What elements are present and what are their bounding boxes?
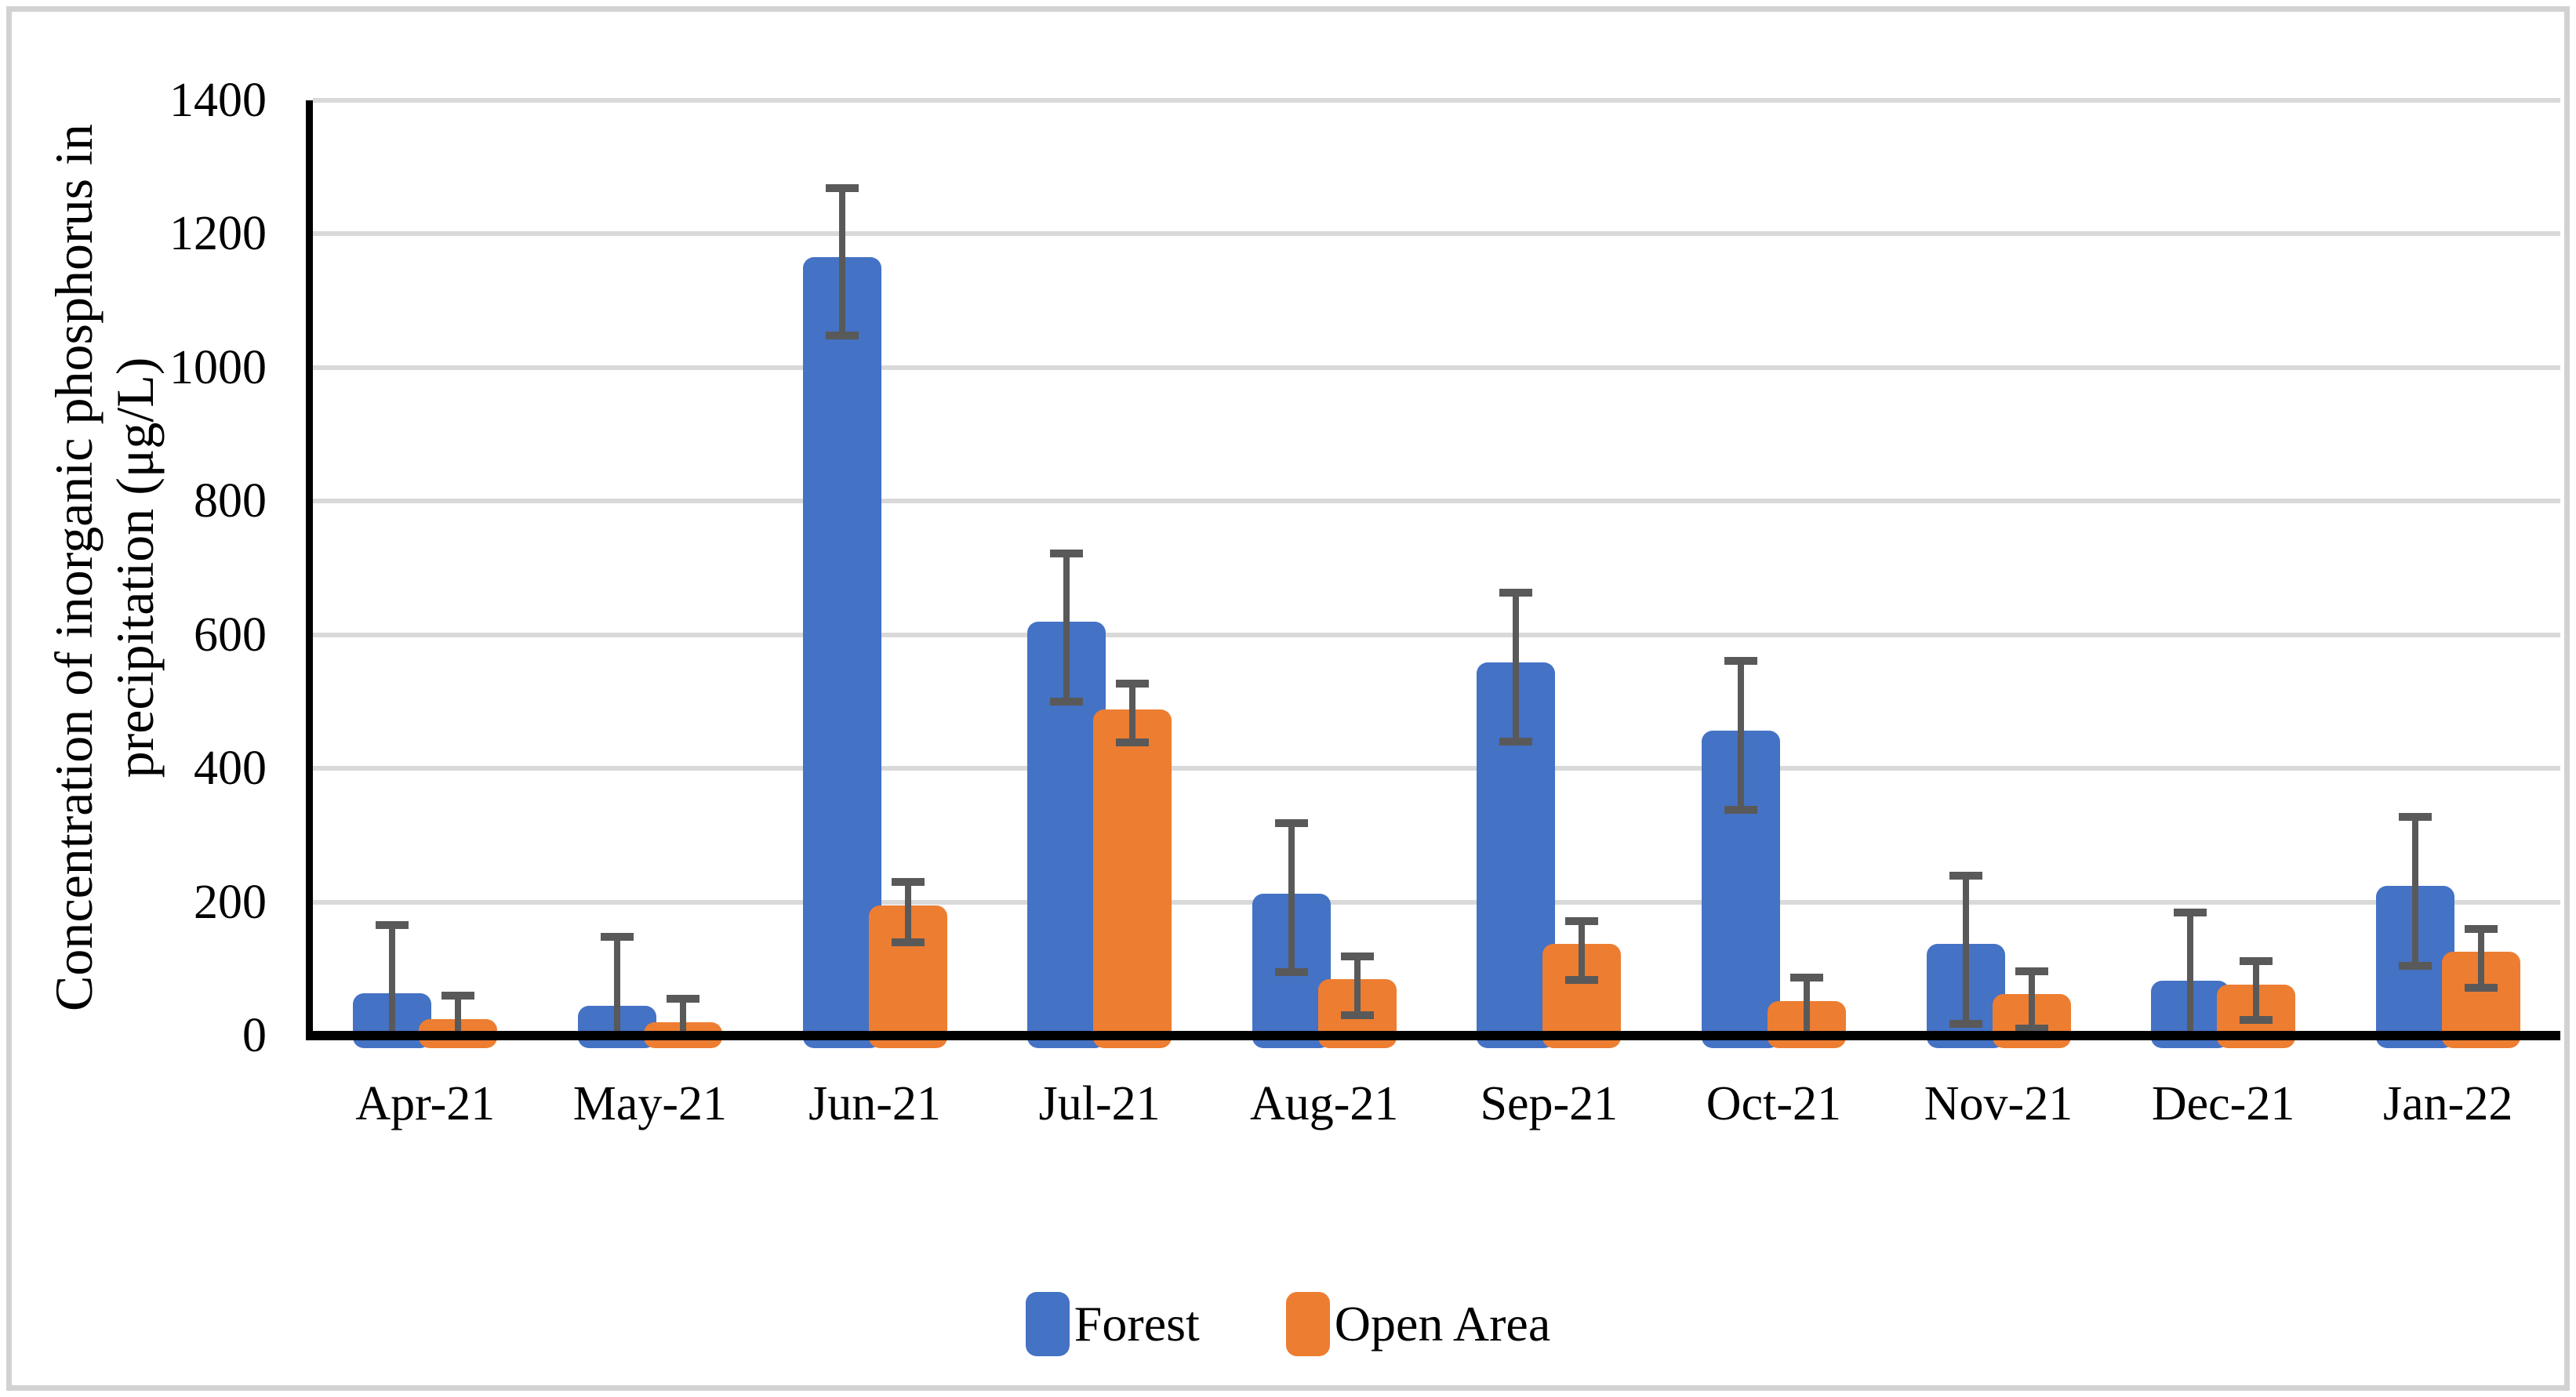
error-bar-open-area-dec-21-cap-bottom bbox=[2240, 1015, 2273, 1024]
error-bar-forest-jul-21 bbox=[1063, 553, 1070, 702]
x-axis-label-jun-21: Jun-21 bbox=[808, 1077, 941, 1130]
error-bar-forest-aug-21-cap-bottom bbox=[1274, 968, 1308, 977]
error-bar-forest-may-21-cap-top bbox=[600, 932, 634, 941]
error-bar-open-area-sep-21-cap-top bbox=[1565, 917, 1599, 926]
error-bar-open-area-may-21 bbox=[679, 999, 686, 1036]
error-bar-forest-dec-21-cap-top bbox=[2174, 909, 2207, 917]
open-area-legend-swatch bbox=[1285, 1292, 1330, 1356]
error-bar-forest-jan-22-cap-top bbox=[2398, 812, 2432, 821]
error-bar-open-area-oct-21 bbox=[1803, 977, 1810, 1036]
gridline-1400 bbox=[313, 98, 2560, 103]
error-bar-open-area-nov-21-cap-bottom bbox=[2015, 1025, 2048, 1033]
error-bar-open-area-nov-21-cap-top bbox=[2015, 967, 2048, 976]
y-axis-tick-labels: 0 200 400 600 800 1000 1200 1400 bbox=[0, 74, 267, 1062]
error-bar-open-area-dec-21-cap-top bbox=[2240, 957, 2273, 966]
bar-forest-jun-21 bbox=[802, 257, 881, 1048]
error-bar-forest-oct-21-cap-bottom bbox=[1724, 805, 1757, 814]
error-bar-open-area-aug-21-cap-bottom bbox=[1340, 1011, 1374, 1020]
forest-legend-label: Forest bbox=[1074, 1296, 1200, 1352]
legend-item-forest: Forest bbox=[1025, 1292, 1200, 1356]
error-bar-open-area-jan-22 bbox=[2477, 928, 2484, 988]
error-bar-forest-may-21 bbox=[613, 936, 620, 1036]
gridline-200 bbox=[313, 899, 2560, 905]
forest-legend-swatch bbox=[1025, 1292, 1070, 1356]
x-axis-label-sep-21: Sep-21 bbox=[1480, 1077, 1619, 1130]
error-bar-forest-sep-21-cap-top bbox=[1499, 589, 1533, 597]
gridline-600 bbox=[313, 632, 2560, 637]
x-axis-line bbox=[306, 1031, 2560, 1040]
error-bar-forest-sep-21 bbox=[1513, 593, 1520, 742]
error-bar-forest-jul-21-cap-top bbox=[1050, 549, 1084, 557]
x-axis-label-jan-22: Jan-22 bbox=[2383, 1077, 2513, 1130]
error-bar-open-area-jan-22-cap-top bbox=[2464, 924, 2498, 933]
error-bar-open-area-dec-21 bbox=[2253, 961, 2260, 1020]
y-tick-label-600: 600 bbox=[194, 608, 267, 662]
x-axis-label-jul-21: Jul-21 bbox=[1038, 1077, 1161, 1130]
gridline-1200 bbox=[313, 231, 2560, 237]
error-bar-forest-jun-21-cap-top bbox=[825, 184, 859, 193]
error-bar-open-area-sep-21-cap-bottom bbox=[1565, 976, 1599, 985]
error-bar-forest-aug-21 bbox=[1288, 823, 1295, 973]
error-bar-open-area-aug-21-cap-top bbox=[1340, 952, 1374, 961]
error-bar-forest-jul-21-cap-bottom bbox=[1050, 697, 1084, 706]
error-bar-open-area-may-21-cap-top bbox=[666, 995, 699, 1003]
y-tick-label-1200: 1200 bbox=[169, 207, 267, 261]
y-tick-label-800: 800 bbox=[194, 474, 267, 528]
bar-open-area-jul-21 bbox=[1093, 709, 1172, 1048]
x-axis-label-apr-21: Apr-21 bbox=[355, 1077, 496, 1130]
y-tick-label-1000: 1000 bbox=[169, 340, 267, 394]
error-bar-forest-jun-21-cap-bottom bbox=[825, 331, 859, 339]
y-axis-line bbox=[306, 100, 313, 1040]
error-bar-open-area-apr-21-cap-top bbox=[441, 991, 475, 1000]
error-bar-open-area-aug-21 bbox=[1353, 956, 1361, 1016]
error-bar-forest-jan-22-cap-bottom bbox=[2398, 962, 2432, 971]
error-bar-open-area-jun-21-cap-bottom bbox=[891, 938, 925, 946]
error-bar-forest-aug-21-cap-top bbox=[1274, 819, 1308, 828]
x-axis-label-oct-21: Oct-21 bbox=[1706, 1077, 1841, 1130]
x-axis-label-may-21: May-21 bbox=[572, 1077, 728, 1130]
error-bar-open-area-jun-21 bbox=[904, 882, 911, 942]
error-bar-forest-apr-21-cap-top bbox=[376, 921, 409, 930]
error-bar-open-area-oct-21-cap-top bbox=[1789, 973, 1823, 982]
y-tick-label-200: 200 bbox=[194, 875, 267, 929]
error-bar-forest-dec-21 bbox=[2187, 913, 2194, 1036]
error-bar-forest-nov-21-cap-bottom bbox=[1949, 1019, 1982, 1028]
gridline-1000 bbox=[313, 365, 2560, 370]
error-bar-forest-oct-21 bbox=[1737, 660, 1744, 810]
legend: Forest Open Area bbox=[0, 1292, 2576, 1356]
error-bar-open-area-sep-21 bbox=[1579, 921, 1586, 981]
error-bar-open-area-jun-21-cap-top bbox=[891, 878, 925, 887]
error-bar-open-area-apr-21 bbox=[455, 995, 462, 1036]
error-bar-open-area-jul-21 bbox=[1129, 683, 1136, 742]
error-bar-forest-nov-21-cap-top bbox=[1949, 871, 1982, 880]
error-bar-forest-oct-21-cap-top bbox=[1724, 656, 1757, 665]
error-bar-forest-jun-21 bbox=[838, 188, 845, 336]
error-bar-open-area-jan-22-cap-bottom bbox=[2464, 983, 2498, 992]
gridline-400 bbox=[313, 766, 2560, 771]
legend-item-open-area: Open Area bbox=[1285, 1292, 1551, 1356]
y-tick-label-1400: 1400 bbox=[169, 74, 267, 127]
open-area-legend-label: Open Area bbox=[1334, 1296, 1551, 1352]
error-bar-forest-nov-21 bbox=[1962, 875, 1969, 1024]
gridline-800 bbox=[313, 499, 2560, 504]
y-tick-label-400: 400 bbox=[194, 742, 267, 796]
error-bar-forest-jan-22 bbox=[2411, 816, 2418, 967]
error-bar-forest-sep-21-cap-bottom bbox=[1499, 738, 1533, 746]
x-axis-label-nov-21: Nov-21 bbox=[1924, 1077, 2073, 1130]
x-axis-label-aug-21: Aug-21 bbox=[1249, 1077, 1399, 1130]
error-bar-open-area-jul-21-cap-top bbox=[1116, 679, 1150, 688]
error-bar-open-area-nov-21 bbox=[2028, 971, 2035, 1029]
plot-area: Apr-21 May-21 Jun-21 Jul-21 Aug-21 Sep-21 Oct-… bbox=[306, 98, 2560, 1130]
x-axis-label-dec-21: Dec-21 bbox=[2151, 1077, 2295, 1130]
error-bar-forest-apr-21 bbox=[389, 925, 396, 1036]
figure-border bbox=[6, 6, 2570, 1391]
y-tick-label-0: 0 bbox=[242, 1009, 267, 1062]
error-bar-open-area-jul-21-cap-bottom bbox=[1116, 738, 1150, 746]
